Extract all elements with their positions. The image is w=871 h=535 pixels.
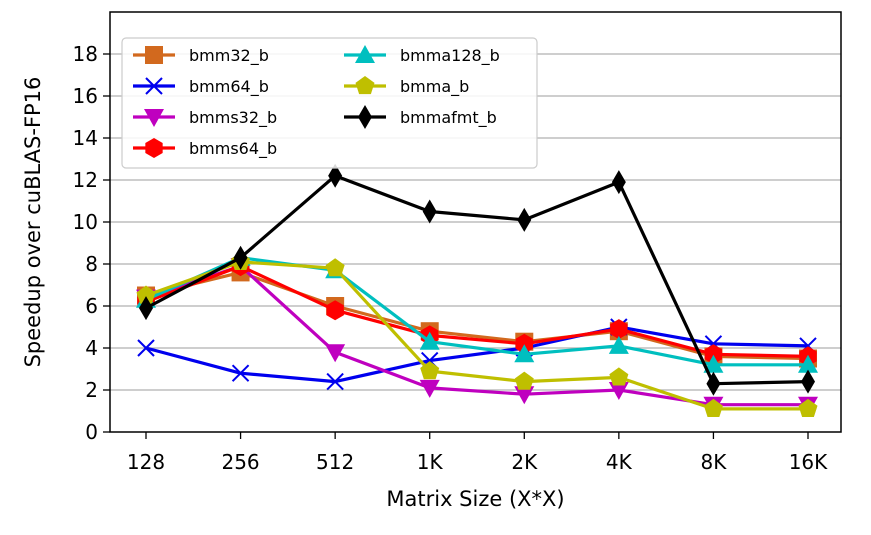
legend-marker	[145, 46, 163, 64]
legend-label: bmm64_b	[189, 77, 269, 97]
data-point	[139, 296, 153, 321]
x-axis-label: Matrix Size (X*X)	[386, 487, 564, 511]
x-tick-label: 8K	[701, 450, 728, 474]
legend-frame	[121, 37, 538, 169]
x-tick-label: 128	[127, 450, 165, 474]
series-line	[145, 174, 809, 386]
data-point	[231, 364, 250, 382]
data-point	[137, 339, 155, 357]
data-point	[419, 331, 440, 350]
legend-marker	[358, 105, 372, 129]
legend-label: bmma_b	[400, 77, 469, 97]
x-tick-label: 4K	[606, 450, 633, 474]
y-tick-label: 18	[73, 42, 98, 66]
data-point	[608, 382, 629, 400]
series-bmmafmt_b	[139, 163, 815, 396]
x-tick-label: 16K	[789, 450, 828, 474]
data-point	[328, 163, 343, 188]
data-point	[517, 207, 532, 232]
series-line	[145, 270, 809, 361]
data-point	[798, 398, 818, 417]
legend-label: bmma128_b	[400, 46, 500, 66]
y-tick-label: 4	[85, 336, 98, 360]
legend-label: bmm32_b	[189, 46, 269, 66]
y-tick-label: 12	[73, 168, 98, 192]
x-tick-label: 1K	[417, 450, 444, 474]
y-tick-label: 14	[73, 126, 98, 150]
legend-item: bmms32_b	[133, 108, 277, 128]
data-point	[801, 369, 815, 394]
series-line	[145, 256, 808, 367]
data-point	[136, 285, 156, 304]
series-bmms64_b	[137, 256, 817, 367]
x-tick-label: 256	[221, 450, 259, 474]
legend-item: bmms64_b	[133, 138, 277, 159]
series-bmma_b	[136, 251, 818, 417]
data-point	[515, 333, 533, 354]
legend-item: bmma128_b	[344, 45, 500, 66]
y-tick-label: 6	[85, 294, 98, 318]
data-point	[608, 335, 629, 354]
x-tick-label: 2K	[511, 450, 538, 474]
data-point	[611, 170, 626, 195]
data-point	[325, 258, 345, 277]
legend-item: bmma_b	[344, 76, 469, 97]
data-point	[233, 245, 248, 270]
data-point	[325, 344, 346, 363]
y-tick-label: 0	[85, 420, 98, 444]
series-bmm64_b	[137, 318, 817, 391]
legend-item: bmm64_b	[133, 77, 269, 97]
data-point	[609, 367, 629, 386]
data-point	[326, 300, 344, 321]
legend-marker	[144, 109, 164, 127]
legend-item: bmmafmt_b	[344, 105, 497, 129]
series-line	[145, 325, 809, 384]
x-tick-label: 512	[316, 450, 354, 474]
data-point	[706, 371, 721, 396]
legend-label: bmms64_b	[189, 139, 277, 159]
data-point	[798, 354, 818, 373]
data-point	[514, 371, 534, 390]
y-tick-label: 2	[85, 378, 98, 402]
legend-marker	[355, 45, 375, 63]
legend-marker	[355, 76, 375, 95]
y-tick-label: 10	[73, 210, 98, 234]
tick-layer: 0 2 4 6 8 10 12 14 16 18 128 256 512 1K 2K 4K 8K 16K	[73, 42, 829, 474]
legend-label: bmms32_b	[189, 108, 277, 128]
data-point	[610, 319, 628, 340]
legend: bmm32_b bmm64_b bmms32_b bmms64_b bmma128_bb…	[121, 37, 538, 169]
data-point	[419, 379, 440, 398]
legend-marker	[145, 77, 163, 95]
y-axis-label: Speedup over cuBLAS-FP16	[21, 77, 45, 368]
data-point	[703, 398, 723, 417]
legend-marker	[145, 138, 163, 158]
data-point	[704, 344, 723, 365]
data-point	[420, 361, 440, 380]
legend-item: bmm32_b	[133, 46, 269, 66]
data-point	[514, 344, 535, 363]
legend-label: bmmafmt_b	[400, 108, 497, 128]
y-tick-label: 8	[85, 252, 98, 276]
data-point	[326, 372, 344, 391]
data-point	[514, 386, 535, 405]
series-line	[145, 260, 808, 411]
data-point	[703, 354, 724, 373]
data-point	[422, 199, 437, 224]
series-layer	[136, 163, 818, 417]
y-tick-label: 16	[73, 84, 98, 108]
